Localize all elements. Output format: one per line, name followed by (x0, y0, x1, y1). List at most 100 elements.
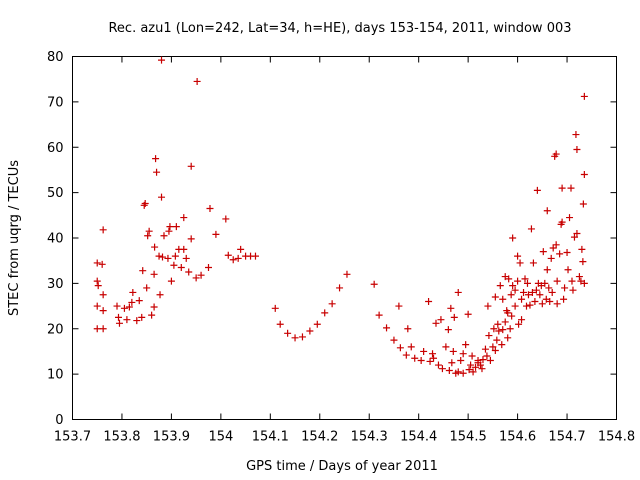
data-point (129, 288, 137, 296)
data-point (222, 215, 230, 223)
data-point (128, 298, 136, 306)
data-point (284, 329, 292, 337)
y-tick-label: 10 (47, 368, 64, 383)
data-point (579, 200, 587, 208)
data-point (434, 361, 442, 369)
data-point (139, 267, 147, 275)
data-point (153, 168, 161, 176)
data-point (545, 284, 553, 292)
data-point (543, 207, 551, 215)
data-point (485, 332, 493, 340)
data-point (538, 300, 546, 308)
y-tick-label: 40 (47, 232, 64, 247)
data-point (402, 351, 410, 359)
data-point (430, 354, 438, 362)
data-point (531, 298, 539, 306)
data-point (411, 354, 419, 362)
data-point (556, 250, 564, 258)
data-point (94, 282, 102, 290)
data-point (539, 248, 547, 256)
data-point (549, 244, 557, 252)
data-point (457, 357, 465, 365)
data-point (560, 295, 568, 303)
data-points (93, 56, 588, 377)
data-point (159, 253, 167, 261)
data-point (567, 184, 575, 192)
data-point (113, 302, 121, 310)
data-point (185, 268, 193, 276)
x-tick-label: 154.3 (351, 430, 388, 445)
data-point (469, 368, 477, 376)
data-point (572, 131, 580, 139)
data-point (177, 263, 185, 271)
data-point (477, 361, 484, 369)
data-point (573, 229, 581, 237)
data-point (182, 254, 190, 262)
data-point (520, 288, 528, 296)
data-point (518, 295, 526, 303)
data-point (575, 273, 583, 281)
data-point (536, 291, 544, 299)
data-point (155, 252, 163, 260)
data-point (437, 316, 445, 324)
data-point (496, 282, 504, 290)
data-point (489, 343, 497, 351)
data-point (524, 291, 532, 299)
data-point (573, 146, 581, 154)
data-point (298, 333, 306, 341)
data-point (291, 334, 299, 342)
data-point (93, 325, 101, 333)
x-axis-label: GPS time / Days of year 2011 (246, 459, 438, 474)
data-point (229, 256, 237, 264)
data-point (193, 77, 201, 85)
data-point (251, 252, 259, 260)
data-point (125, 303, 133, 311)
y-tick-label: 50 (47, 186, 64, 201)
y-tick-label: 30 (47, 277, 64, 292)
data-point (501, 318, 509, 326)
data-point (328, 300, 336, 308)
data-point (123, 316, 131, 324)
data-point (558, 218, 566, 226)
data-point (483, 352, 491, 360)
data-point (479, 356, 487, 364)
data-point (237, 245, 245, 253)
data-point (98, 260, 106, 268)
data-point (313, 320, 321, 328)
chart-title: Rec. azu1 (Lon=242, Lat=34, h=HE), days … (108, 21, 571, 36)
data-point (498, 341, 506, 349)
data-point (548, 288, 556, 296)
data-point (547, 254, 555, 262)
data-point (93, 259, 101, 267)
data-point (580, 92, 588, 100)
data-point (167, 277, 175, 285)
data-point (494, 320, 502, 328)
data-point (321, 309, 329, 317)
data-point (150, 270, 158, 278)
data-point (516, 259, 524, 267)
data-point (514, 252, 522, 260)
data-point (442, 343, 450, 351)
data-point (528, 288, 536, 296)
data-point (148, 311, 156, 319)
data-point (144, 232, 152, 240)
data-point (395, 302, 403, 310)
x-tick-label: 153.9 (153, 430, 190, 445)
data-point (99, 325, 107, 333)
data-point (158, 56, 166, 64)
data-point (509, 282, 517, 290)
data-point (553, 277, 561, 285)
data-point (166, 223, 174, 231)
data-point (533, 186, 541, 194)
y-tick-label: 80 (47, 50, 64, 65)
data-point (552, 241, 560, 249)
data-point (541, 279, 549, 287)
data-point (438, 365, 446, 373)
data-point (467, 361, 475, 369)
data-point (468, 352, 476, 360)
data-point (93, 302, 101, 310)
data-point (462, 341, 470, 349)
data-point (420, 347, 428, 355)
data-point (383, 324, 391, 332)
axis-tick-labels: 153.7 153.8 153.9 154 154.1 154.2 154.3 154.4 15… (47, 50, 635, 445)
